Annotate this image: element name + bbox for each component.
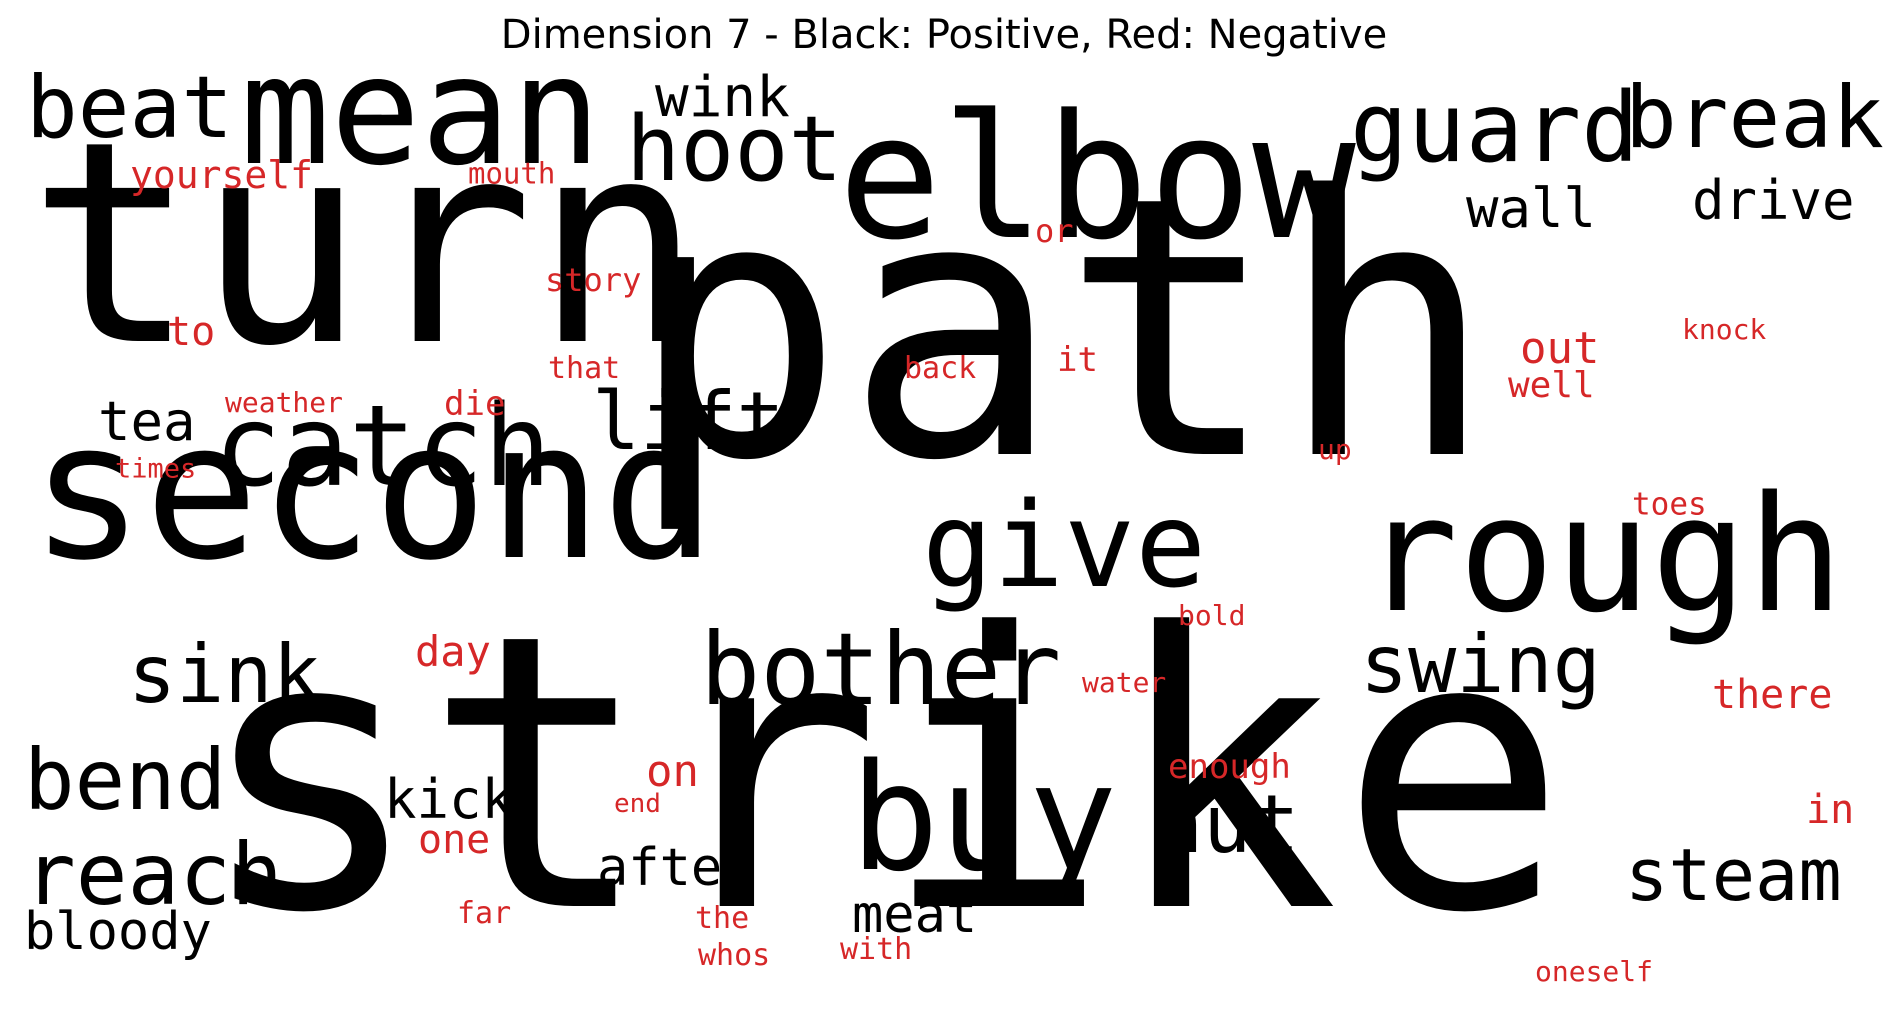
chart-title: Dimension 7 - Black: Positive, Red: Nega… bbox=[500, 12, 1388, 58]
word-out: out bbox=[1520, 323, 1600, 374]
word-end: end bbox=[614, 789, 661, 819]
word-catch: catch bbox=[214, 382, 552, 512]
word-tea: tea bbox=[98, 390, 196, 453]
word-beat: beat bbox=[26, 58, 234, 158]
word-kick: kick bbox=[384, 768, 515, 831]
word-bold: bold bbox=[1178, 599, 1246, 632]
word-nut: nut bbox=[1155, 778, 1300, 871]
word-wall: wall bbox=[1466, 177, 1597, 240]
word-there: there bbox=[1712, 672, 1833, 718]
word-or: or bbox=[1035, 212, 1074, 250]
word-far: far bbox=[457, 896, 512, 931]
word-water: water bbox=[1082, 666, 1167, 699]
word-weather: weather bbox=[225, 386, 344, 419]
word-the: the bbox=[695, 901, 750, 936]
word-bend: bend bbox=[24, 731, 227, 829]
word-knock: knock bbox=[1682, 313, 1767, 346]
word-in: in bbox=[1806, 787, 1855, 833]
word-whos: whos bbox=[698, 938, 771, 973]
word-guard: guard bbox=[1350, 72, 1639, 184]
word-well: well bbox=[1508, 365, 1595, 406]
word-oneself: oneself bbox=[1535, 955, 1654, 988]
word-bother: bother bbox=[700, 611, 1062, 728]
word-give: give bbox=[922, 476, 1207, 614]
word-that: that bbox=[548, 351, 621, 386]
word-day: day bbox=[415, 627, 491, 676]
word-mouth: mouth bbox=[468, 156, 556, 191]
word-one: one bbox=[418, 817, 491, 863]
word-turn: turn bbox=[28, 82, 703, 408]
word-break: break bbox=[1625, 68, 1884, 168]
word-wink: wink bbox=[655, 65, 790, 130]
word-meat: meat bbox=[852, 885, 978, 945]
word-with: with bbox=[840, 932, 913, 967]
word-yourself: yourself bbox=[130, 153, 314, 197]
word-reach: reach bbox=[24, 825, 283, 925]
word-strike: strike bbox=[195, 553, 1568, 996]
word-drive: drive bbox=[1692, 169, 1855, 232]
word-times: times bbox=[115, 453, 197, 485]
word-swing: swing bbox=[1360, 618, 1601, 711]
word-steam: steam bbox=[1625, 833, 1842, 917]
word-back: back bbox=[904, 351, 977, 386]
word-bloody: bloody bbox=[24, 902, 212, 962]
word-lift: lift bbox=[592, 375, 785, 468]
word-buy: buy bbox=[850, 732, 1118, 904]
word-up: up bbox=[1318, 433, 1352, 466]
word-to: to bbox=[167, 309, 216, 355]
word-story: story bbox=[545, 261, 642, 299]
word-sink: sink bbox=[128, 628, 321, 721]
word-hoot: hoot bbox=[626, 97, 843, 202]
word-on: on bbox=[646, 746, 699, 797]
word-path: path bbox=[628, 120, 1495, 539]
word-enough: enough bbox=[1168, 747, 1291, 787]
word-it: it bbox=[1057, 340, 1098, 380]
word-die: die bbox=[444, 384, 506, 424]
word-mean: mean bbox=[240, 25, 602, 199]
word-elbow: elbow bbox=[838, 77, 1356, 278]
word-after: after bbox=[597, 838, 754, 898]
word-rough: rough bbox=[1362, 461, 1844, 648]
word-second: second bbox=[30, 381, 717, 602]
word-toes: toes bbox=[1632, 486, 1707, 523]
